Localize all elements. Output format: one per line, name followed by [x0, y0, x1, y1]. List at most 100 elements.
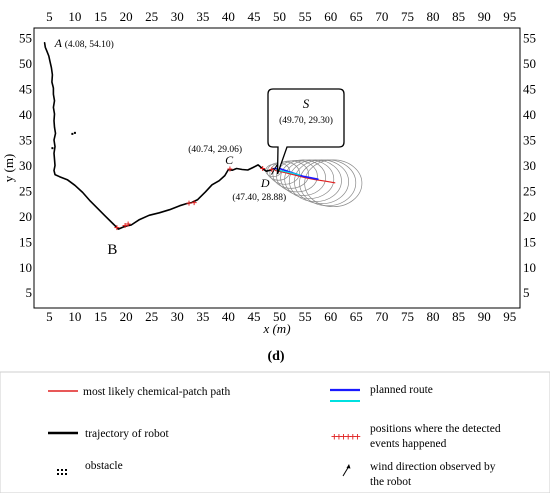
annotation-D-letter: D [260, 176, 270, 190]
x-tick-bottom-14: 75 [401, 309, 414, 324]
legend-wind-label-line1: wind direction observed by [370, 461, 496, 473]
annotation-S-callout [267, 88, 345, 175]
event-marker-0 [114, 225, 120, 231]
y-axis-label: y (m) [1, 154, 16, 183]
x-tick-top-0: 5 [46, 9, 53, 24]
x-axis-label: x (m) [262, 321, 290, 336]
legend-planned-route-label: planned route [370, 384, 433, 396]
legend-events-label-line2: events happened [370, 438, 447, 450]
x-tick-bottom-16: 85 [452, 309, 465, 324]
x-tick-bottom-8: 45 [247, 309, 260, 324]
y-tick-labels-right: 55 50 45 40 35 30 25 20 15 10 5 [523, 31, 536, 301]
y-tick-right-1: 50 [523, 56, 536, 71]
x-tick-bottom-0: 5 [46, 309, 53, 324]
x-tick-top-17: 90 [478, 9, 491, 24]
x-tick-top-16: 85 [452, 9, 465, 24]
x-tick-top-1: 10 [68, 9, 81, 24]
y-tick-left-2: 45 [19, 82, 32, 97]
annotation-A: A (4.08, 54.10) [54, 36, 114, 50]
event-marker-4 [191, 200, 197, 206]
obstacle-markers [51, 131, 76, 150]
annotation-S-letter: S [303, 96, 310, 111]
point-annotations: A (4.08, 54.10) B (40.74, 29.06)C D (47.40, … [54, 36, 345, 258]
x-tick-bottom-18: 95 [503, 309, 516, 324]
series-line-3 [276, 169, 301, 176]
event-markers [114, 166, 275, 231]
event-marker-2 [125, 221, 131, 227]
y-tick-right-10: 5 [523, 285, 530, 300]
uncertainty-ellipse-9 [299, 159, 357, 207]
event-marker-3 [186, 200, 192, 206]
annotation-D-coords: (47.40, 28.88) [232, 192, 286, 203]
x-tick-top-6: 35 [196, 9, 209, 24]
annotation-C-coords: (40.74, 29.06) [188, 144, 242, 155]
x-tick-bottom-7: 40 [222, 309, 235, 324]
legend-events-label-line1: positions where the detected [370, 423, 501, 435]
event-marker-7 [269, 167, 275, 173]
x-tick-bottom-13: 70 [375, 309, 388, 324]
y-tick-right-5: 30 [523, 158, 536, 173]
y-tick-labels-left: 55 50 45 40 35 30 25 20 15 10 5 [19, 31, 32, 301]
x-tick-top-18: 95 [503, 9, 516, 24]
y-tick-left-9: 10 [19, 260, 32, 275]
obstacle-1 [73, 131, 76, 134]
obstacle-2 [51, 147, 54, 150]
uncertainty-ellipse-8 [294, 159, 349, 204]
y-tick-left-1: 50 [19, 56, 32, 71]
legend-obstacle-label: obstacle [85, 460, 123, 472]
obstacle-0 [71, 132, 74, 135]
x-tick-labels-top: 5 10 15 20 25 30 35 40 45 50 55 60 65 70 75 80 85 90 95 [46, 9, 516, 24]
legend-obstacle-swatch [57, 469, 67, 475]
uncertainty-ellipse-10 [304, 159, 363, 208]
x-tick-bottom-17: 90 [478, 309, 491, 324]
y-tick-right-9: 10 [523, 260, 536, 275]
x-tick-top-3: 20 [120, 9, 133, 24]
y-tick-right-8: 15 [523, 234, 536, 249]
y-tick-left-7: 20 [19, 209, 32, 224]
y-tick-left-5: 30 [19, 158, 32, 173]
x-tick-top-4: 25 [145, 9, 158, 24]
y-tick-right-4: 35 [523, 133, 536, 148]
x-tick-top-15: 80 [427, 9, 440, 24]
legend: most likely chemical-patch path planned … [0, 371, 550, 493]
x-tick-top-14: 75 [401, 9, 414, 24]
annotation-S-coords: (49.70, 29.30) [279, 115, 333, 126]
legend-events-swatch: ++++++ [331, 430, 361, 443]
y-tick-left-6: 25 [19, 183, 32, 198]
y-tick-right-7: 20 [523, 209, 536, 224]
y-tick-left-10: 5 [26, 285, 33, 300]
x-tick-bottom-2: 15 [94, 309, 107, 324]
uncertainty-ellipse-6 [284, 159, 335, 199]
annotation-A-coords: (4.08, 54.10) [65, 39, 114, 50]
event-marker-6 [260, 166, 266, 172]
y-tick-right-0: 55 [523, 31, 536, 46]
x-tick-top-13: 70 [375, 9, 388, 24]
x-tick-bottom-1: 10 [68, 309, 81, 324]
x-tick-bottom-4: 25 [145, 309, 158, 324]
legend-frame [0, 371, 550, 493]
x-tick-top-12: 65 [350, 9, 363, 24]
x-tick-top-2: 15 [94, 9, 107, 24]
annotation-C-letter: C [225, 153, 234, 167]
annotation-B-letter: B [107, 242, 117, 258]
y-tick-right-6: 25 [523, 183, 536, 198]
x-tick-top-11: 60 [324, 9, 337, 24]
x-tick-top-7: 40 [222, 9, 235, 24]
uncertainty-ellipse-5 [280, 159, 326, 196]
event-marker-1 [122, 223, 128, 229]
legend-chemical-path-label: most likely chemical-patch path [83, 386, 230, 398]
series-line-1 [274, 169, 336, 184]
y-tick-left-4: 35 [19, 133, 32, 148]
legend-wind-arrow-swatch [342, 464, 351, 477]
x-tick-bottom-15: 80 [427, 309, 440, 324]
legend-trajectory-label: trajectory of robot [85, 428, 169, 440]
event-marker-5 [227, 166, 233, 172]
y-tick-left-0: 55 [19, 31, 32, 46]
y-tick-right-3: 40 [523, 107, 536, 122]
annotation-A-letter: A [54, 36, 65, 50]
x-tick-top-8: 45 [247, 9, 260, 24]
x-tick-bottom-3: 20 [120, 309, 133, 324]
y-tick-left-3: 40 [19, 107, 32, 122]
y-tick-right-2: 45 [523, 82, 536, 97]
